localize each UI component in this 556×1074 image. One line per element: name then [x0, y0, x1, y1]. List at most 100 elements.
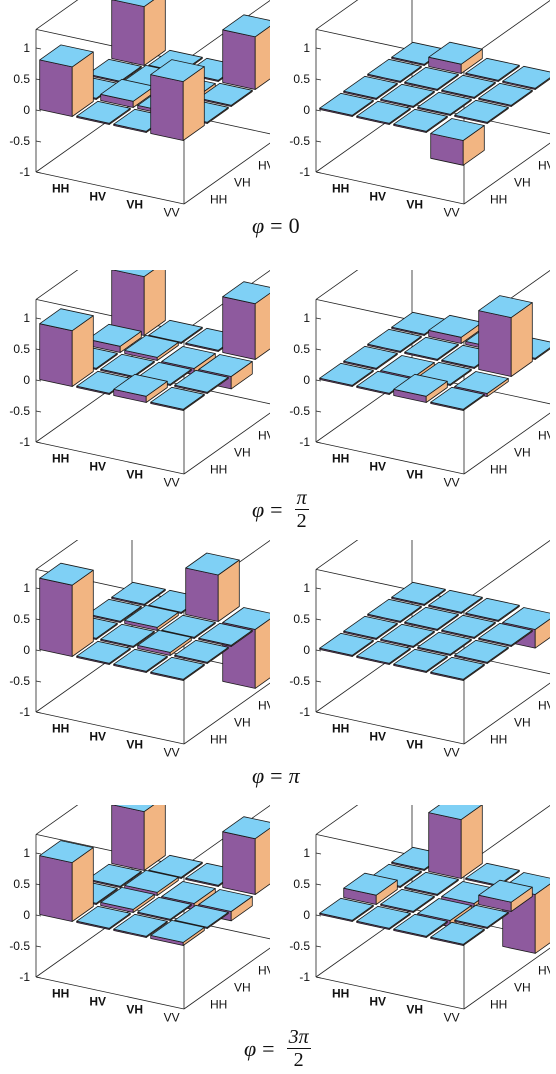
row-label: HH: [332, 722, 349, 736]
z-tick: [315, 47, 322, 50]
bar: [356, 640, 411, 665]
bar: [454, 904, 509, 929]
bar: [76, 640, 131, 665]
bar-top-face: [404, 871, 459, 895]
row-label: HH: [52, 722, 69, 736]
bar-top-face: [150, 386, 205, 410]
bar: [319, 362, 374, 387]
z-tick: [35, 976, 42, 979]
z-tick: [315, 348, 322, 351]
z-tick-label: 0: [23, 373, 30, 387]
z-tick: [35, 171, 42, 174]
bar: [150, 59, 205, 141]
bar-top-face: [465, 862, 520, 886]
bar-top-face: [454, 639, 509, 663]
bar: [161, 614, 216, 639]
bar3d-panel-3: 10.50-0.5-1HHHVVHVVHHVHHVVV: [289, 270, 550, 490]
z-tick: [315, 711, 322, 714]
bar-front-face: [39, 59, 73, 117]
col-label: HV: [538, 159, 550, 173]
bar-side-face: [254, 827, 270, 895]
fraction: 3π 2: [286, 1026, 311, 1071]
bar-top-face: [454, 904, 509, 928]
bar-top-face: [478, 295, 533, 318]
bar-top-face: [222, 281, 270, 305]
z-tick-label: -1: [299, 705, 310, 719]
bar: [113, 648, 168, 673]
bar: [124, 335, 179, 361]
bar-top-face: [454, 371, 509, 394]
bar: [198, 82, 253, 107]
row-label: HV: [369, 995, 386, 1009]
bar-top-face: [428, 805, 483, 821]
bar: [393, 648, 448, 673]
row-label: HV: [369, 460, 386, 474]
bar: [465, 57, 520, 82]
bar-top-face: [404, 336, 459, 360]
z-tick-label: -0.5: [289, 404, 310, 418]
z-tick-label: 0.5: [293, 612, 310, 626]
bar3d-panel-1: 10.50-0.5-1HHHVVHVVHHVHHVVV: [289, 0, 550, 220]
bar-side-face: [534, 883, 550, 954]
z-tick-label: 1: [303, 311, 310, 325]
bar-top-face: [185, 552, 240, 576]
z-tick-label: -1: [299, 435, 310, 449]
bar-top-face: [380, 623, 435, 647]
z-tick: [315, 587, 322, 590]
z-tick: [315, 914, 322, 917]
bar-top-face: [356, 640, 411, 664]
bar-top-face: [87, 58, 142, 82]
bars: [319, 805, 550, 954]
z-tick: [35, 945, 42, 948]
z-tick: [35, 914, 42, 917]
bar: [150, 386, 205, 411]
fraction-denominator: 2: [293, 1049, 304, 1071]
bar-front-face: [111, 0, 145, 66]
col-label: VH: [514, 446, 531, 460]
col-label: VH: [234, 176, 251, 190]
col-label: HH: [210, 733, 227, 747]
bar-side-face: [254, 292, 270, 360]
fraction-numerator: 3π: [286, 1026, 311, 1049]
bar: [222, 816, 270, 895]
bar-top-face: [393, 373, 448, 397]
bar: [428, 589, 483, 614]
z-tick-label: -0.5: [289, 134, 310, 148]
phi-label-0: φ = 0: [252, 213, 300, 239]
bar-top-face: [161, 614, 216, 638]
bar-top-face: [380, 888, 435, 912]
bar: [111, 581, 166, 606]
bar-top-face: [111, 270, 155, 277]
z-tick: [315, 140, 322, 143]
z-tick-label: 1: [303, 41, 310, 55]
bar: [393, 373, 448, 403]
bar3d-panel-6: 10.50-0.5-1HHHVVHVVHHVHHVVV: [9, 805, 270, 1025]
bar: [380, 888, 435, 913]
z-tick: [315, 410, 322, 413]
bar-top-face: [367, 58, 422, 82]
bar-top-face: [430, 921, 485, 945]
z-tick: [315, 379, 322, 382]
z-tick: [35, 711, 42, 714]
bar-side-face: [143, 0, 166, 66]
z-tick-label: 0: [303, 373, 310, 387]
bar: [100, 887, 155, 913]
bar-top-face: [222, 816, 270, 840]
bar-top-face: [137, 630, 192, 653]
col-label: HH: [490, 998, 507, 1012]
phi-label-3pi-over-2: φ = 3π 2: [244, 1026, 311, 1071]
bar-top-face: [111, 805, 155, 812]
row-label: HV: [89, 190, 106, 204]
z-tick: [315, 441, 322, 444]
bar: [124, 605, 179, 631]
z-tick: [35, 441, 42, 444]
bar: [430, 921, 485, 946]
bar: [148, 854, 203, 879]
bar3d-panel-2: 10.50-0.5-1HHHVVHVVHHVHHVVV: [9, 270, 270, 490]
bar: [478, 622, 533, 647]
bar-top-face: [76, 100, 131, 124]
bar: [39, 562, 94, 657]
bar-front-face: [111, 805, 145, 871]
phi-symbol: φ: [244, 1035, 257, 1061]
